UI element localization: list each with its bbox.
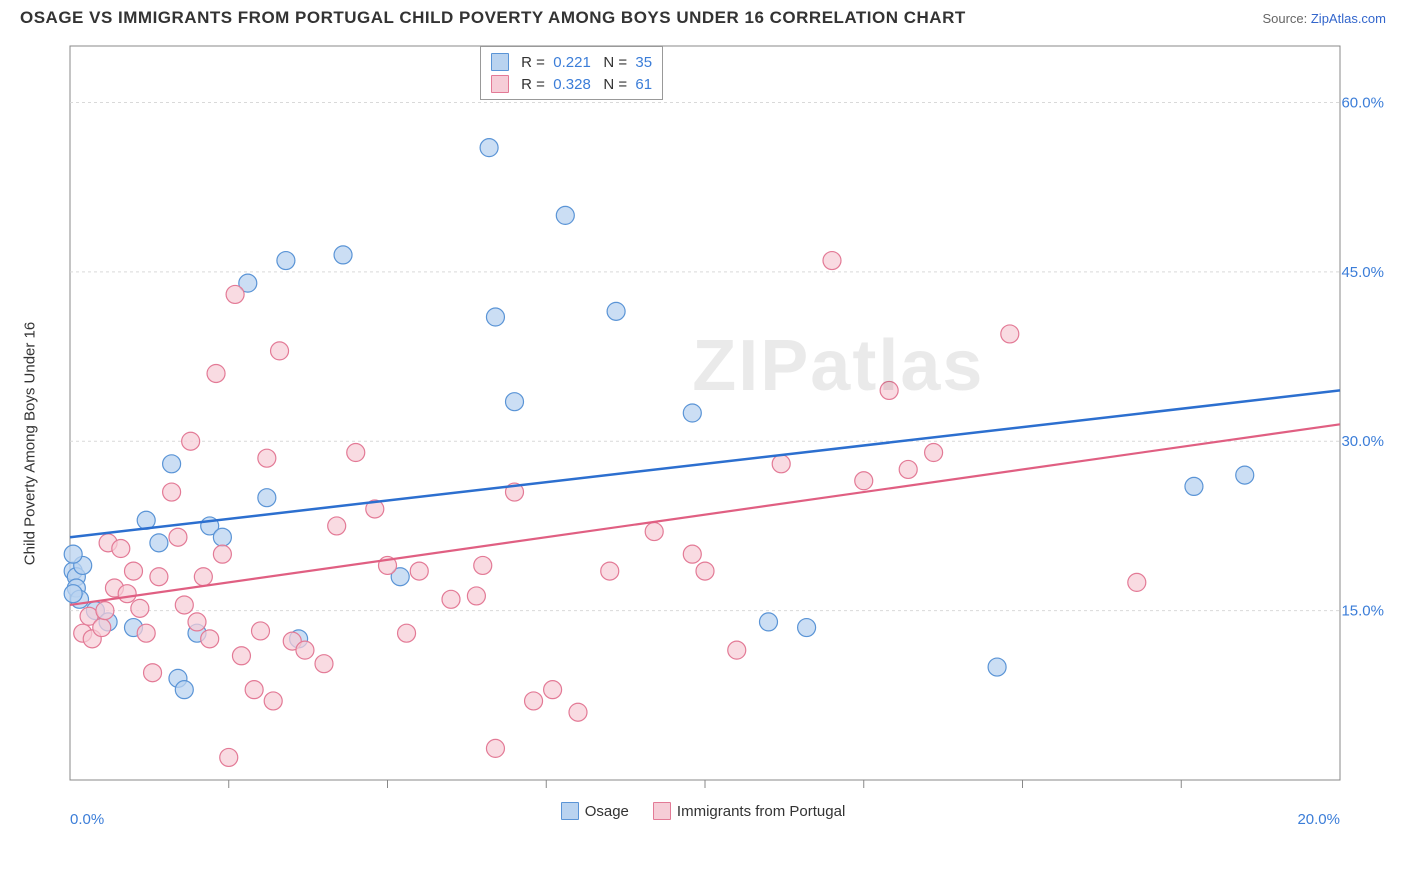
chart-title: OSAGE VS IMMIGRANTS FROM PORTUGAL CHILD … (20, 8, 966, 28)
legend-swatch (561, 802, 579, 820)
bottom-legend: Osage Immigrants from Portugal (20, 802, 1386, 820)
svg-text:15.0%: 15.0% (1341, 603, 1384, 620)
legend-label: Osage (585, 803, 629, 820)
legend-item: Osage (561, 802, 629, 820)
stats-row: R = 0.328 N = 61 (491, 73, 652, 95)
stats-text: R = 0.328 N = 61 (517, 76, 652, 93)
svg-text:60.0%: 60.0% (1341, 94, 1384, 111)
series-swatch (491, 75, 509, 93)
legend-swatch (653, 802, 671, 820)
source-link[interactable]: ZipAtlas.com (1311, 11, 1386, 26)
svg-text:45.0%: 45.0% (1341, 264, 1384, 281)
stats-text: R = 0.221 N = 35 (517, 54, 652, 71)
chart-source: Source: ZipAtlas.com (1262, 11, 1386, 26)
y-axis-title: Child Poverty Among Boys Under 16 (22, 322, 39, 565)
chart-header: OSAGE VS IMMIGRANTS FROM PORTUGAL CHILD … (0, 0, 1406, 32)
stats-row: R = 0.221 N = 35 (491, 51, 652, 73)
svg-text:30.0%: 30.0% (1341, 433, 1384, 450)
chart-area: Child Poverty Among Boys Under 16 15.0% 3… (20, 40, 1386, 830)
legend-item: Immigrants from Portugal (653, 802, 845, 820)
scatter-chart-svg: 15.0%30.0%45.0%60.0%0.0%20.0% (20, 40, 1386, 830)
stats-legend: R = 0.221 N = 35 R = 0.328 N = 61 (480, 46, 663, 100)
series-swatch (491, 53, 509, 71)
source-prefix: Source: (1262, 11, 1310, 26)
legend-label: Immigrants from Portugal (677, 803, 845, 820)
